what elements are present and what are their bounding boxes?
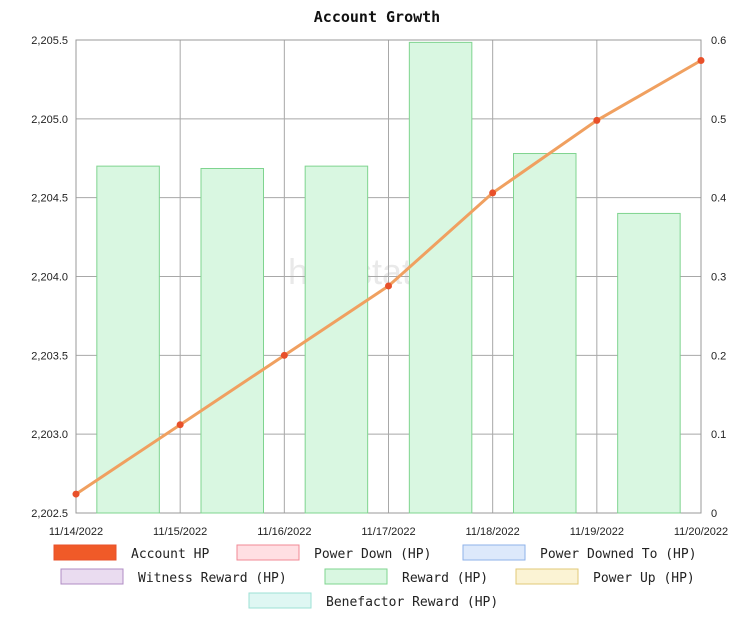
x-axis-tick-label: 11/19/2022 [570, 526, 624, 538]
account-hp-point [697, 56, 705, 64]
reward-bars [96, 41, 681, 514]
chart-title: Account Growth [314, 8, 440, 26]
x-axis-tick-label: 11/16/2022 [257, 526, 311, 538]
reward-bar [96, 165, 160, 514]
grid-lines [75, 39, 702, 514]
right-axis-tick-label: 0.6 [711, 35, 726, 47]
legend-label: Power Down (HP) [314, 547, 431, 562]
legend: Account HP Power Down (HP) Power Downed To… [53, 544, 697, 610]
legend-label: Witness Reward (HP) [138, 571, 287, 586]
left-axis-tick-label: 2,202.5 [31, 508, 68, 520]
legend-swatch [324, 568, 388, 585]
left-axis-tick-label: 2,204.0 [31, 272, 68, 284]
account-hp-point [593, 116, 601, 124]
reward-bar [513, 153, 577, 514]
reward-bar [304, 165, 369, 514]
x-axis-tick-label: 11/17/2022 [361, 526, 415, 538]
x-axis-tick-label: 11/20/2022 [674, 526, 728, 538]
right-axis-tick-label: 0.1 [711, 429, 726, 441]
account-hp-point [385, 282, 392, 290]
legend-label: Reward (HP) [402, 571, 488, 586]
legend-swatch [236, 544, 300, 561]
reward-bar [408, 41, 473, 514]
account-hp-point [489, 189, 497, 197]
legend-swatch [248, 592, 312, 609]
account-hp-line [72, 56, 705, 498]
left-axis-tick-label: 2,203.5 [31, 350, 68, 362]
legend-swatch [60, 568, 124, 585]
x-axis-tick-label: 11/15/2022 [153, 526, 207, 538]
reward-bar [200, 167, 264, 514]
legend-swatch [53, 544, 117, 561]
legend-swatch [462, 544, 526, 561]
left-axis-tick-label: 2,204.5 [31, 193, 68, 205]
right-axis-tick-label: 0.4 [711, 193, 726, 205]
x-axis-tick-label: 11/18/2022 [466, 526, 520, 538]
right-axis-tick-label: 0 [711, 508, 717, 520]
left-axis-tick-label: 2,203.0 [31, 429, 68, 441]
account-hp-point [280, 351, 288, 359]
legend-label: Benefactor Reward (HP) [326, 595, 498, 610]
legend-label: Account HP [131, 547, 209, 562]
legend-label: Power Up (HP) [593, 571, 695, 586]
x-axis-tick-label: 11/14/2022 [49, 526, 103, 538]
left-axis-tick-label: 2,205.5 [31, 35, 68, 47]
legend-swatch [515, 568, 579, 585]
reward-bar [617, 212, 681, 514]
right-axis-tick-label: 0.3 [711, 272, 726, 284]
left-axis-tick-label: 2,205.0 [31, 114, 68, 126]
account-hp-point [176, 421, 184, 429]
plot-border [75, 39, 702, 514]
legend-label: Power Downed To (HP) [540, 547, 697, 562]
right-axis-tick-label: 0.5 [711, 114, 726, 126]
account-hp-point [72, 490, 80, 498]
right-axis-tick-label: 0.2 [711, 350, 726, 362]
axes: 2,202.5 2,203.0 2,203.5 2,204.0 2,204.5 2,205… [31, 35, 728, 538]
